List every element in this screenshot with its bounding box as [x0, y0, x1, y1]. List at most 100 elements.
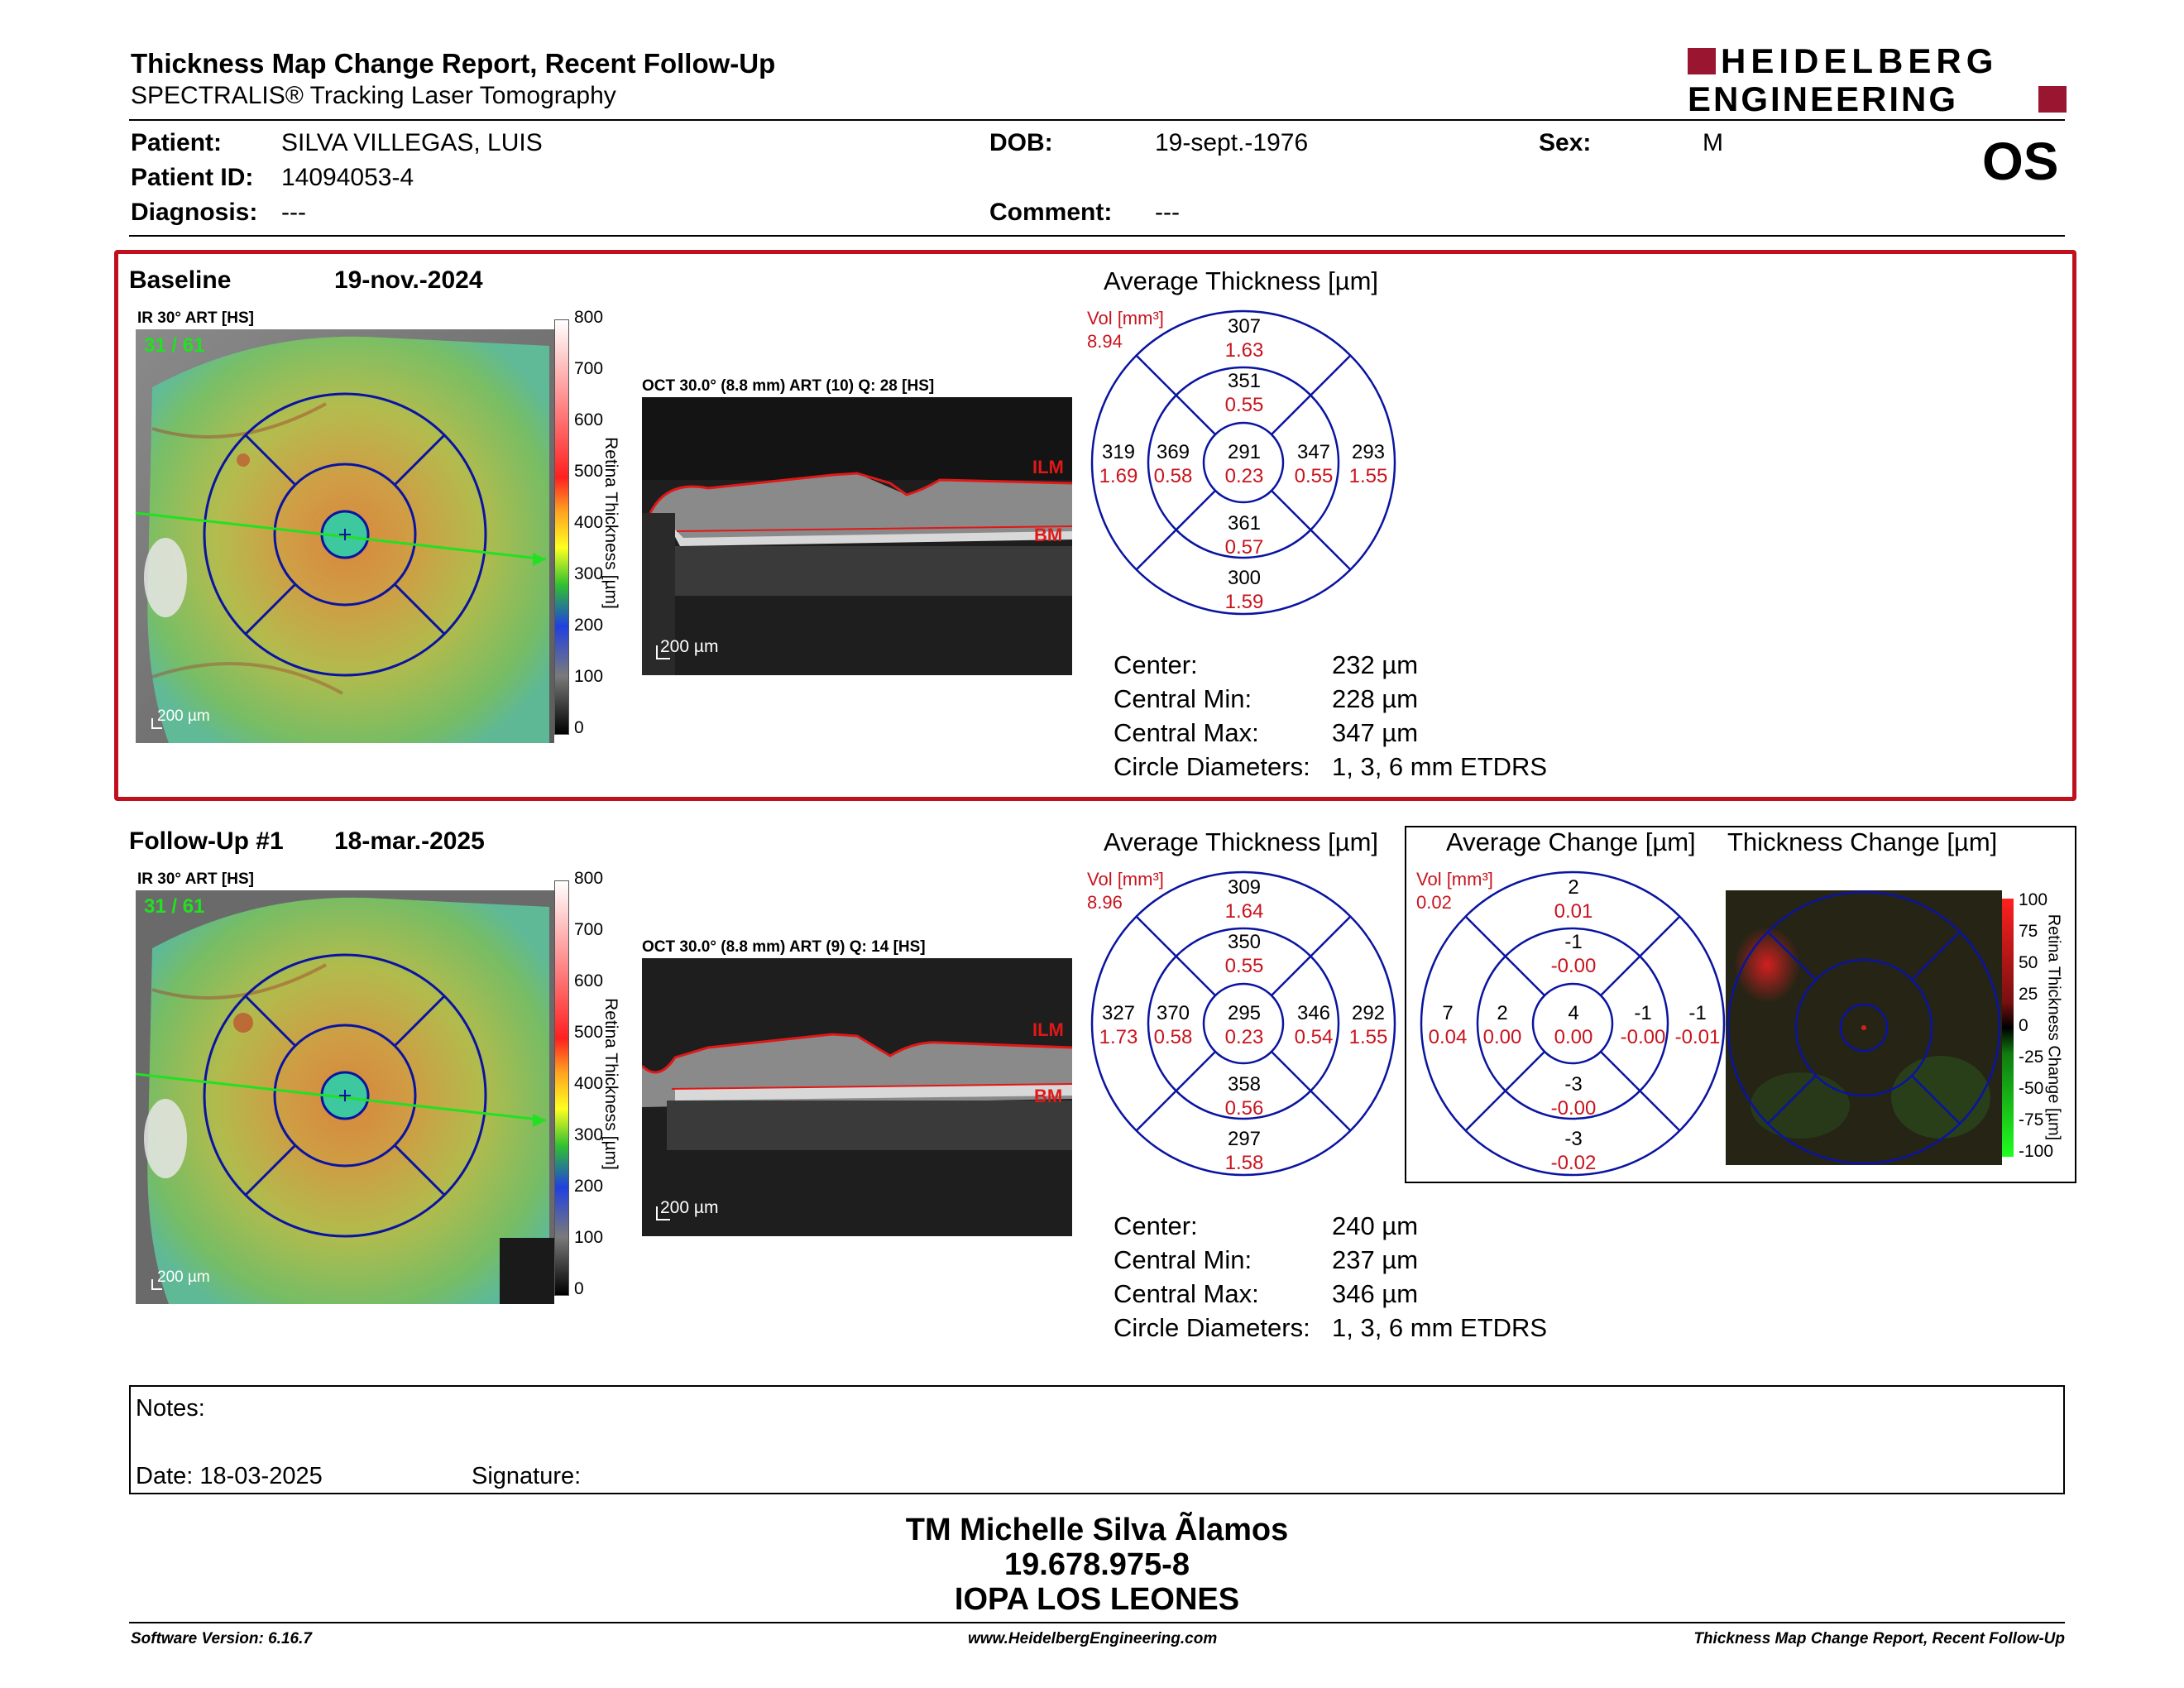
followup-stat-label: Central Min: [1114, 1245, 1252, 1274]
dob-label: DOB: [989, 129, 1053, 156]
baseline-label: Baseline [129, 266, 232, 294]
followup-stat-value: 240 µm [1332, 1211, 1419, 1240]
change-vol-label: Vol [mm³] [1416, 869, 1493, 890]
cb-tick: 100 [574, 1228, 604, 1247]
baseline-stat-value: 1, 3, 6 mm ETDRS [1332, 752, 1548, 781]
baseline-stat-label: Circle Diameters: [1114, 752, 1310, 781]
followup-stat-value: 346 µm [1332, 1279, 1419, 1308]
grid-volume: 0.57 [1224, 536, 1264, 559]
baseline-oct-scalebar: 200 µm [660, 637, 719, 656]
cb-tick: 500 [574, 462, 604, 481]
grid-volume: 0.55 [1224, 955, 1264, 977]
grid-cell-inner-temp: 370 0.58 [1145, 1001, 1201, 1049]
cb-tick: 50 [2019, 953, 2038, 972]
grid-value: -3 [1564, 1073, 1583, 1096]
grid-volume: 0.23 [1224, 465, 1264, 487]
grid-value: -1 [1564, 931, 1583, 953]
grid-cell-inner-nas: 346 0.54 [1286, 1001, 1342, 1049]
grid-volume: 1.55 [1348, 465, 1388, 487]
baseline-vol-value: 8.94 [1087, 331, 1123, 352]
grid-volume: -0.00 [1550, 955, 1597, 977]
followup-bm-label: BM [1034, 1086, 1063, 1106]
baseline-stat-value: 347 µm [1332, 718, 1419, 747]
diagnosis-value: --- [281, 199, 306, 226]
grid-cell-center: 295 0.23 [1208, 1001, 1281, 1049]
grid-cell-inner-temp: 369 0.58 [1145, 440, 1201, 488]
cb-tick: 700 [574, 359, 604, 378]
grid-cell-outer-sup: 2 0.01 [1537, 875, 1610, 923]
patient-label: Patient: [131, 129, 223, 156]
cb-tick: 800 [574, 308, 604, 327]
baseline-stat-label: Center: [1114, 650, 1198, 679]
grid-value: 307 [1227, 315, 1262, 338]
diagnosis-label: Diagnosis: [131, 199, 258, 226]
grid-value: 358 [1227, 1073, 1262, 1096]
grid-value: 293 [1351, 441, 1386, 463]
cb-tick: 400 [574, 513, 604, 532]
eye-label: OS [1982, 132, 2059, 191]
baseline-stat-value: 232 µm [1332, 650, 1419, 679]
cb-tick: 200 [574, 1177, 604, 1196]
grid-volume: 0.00 [1482, 1026, 1522, 1048]
grid-cell-inner-sup: 350 0.55 [1208, 930, 1281, 978]
grid-volume: 0.23 [1224, 1026, 1264, 1048]
notes-date: Date: 18-03-2025 [136, 1463, 323, 1489]
grid-volume: 0.55 [1224, 394, 1264, 416]
baseline-bm-label: BM [1034, 525, 1063, 545]
followup-vol-value: 8.96 [1087, 892, 1123, 913]
cb-tick: 300 [574, 1125, 604, 1144]
baseline-frame [114, 250, 2076, 801]
followup-colorbar-title: Retina Thickness [µm] [601, 998, 620, 1170]
cb-tick: 100 [574, 667, 604, 686]
baseline-stat-value: 228 µm [1332, 684, 1419, 713]
followup-etdrs-grid [1090, 870, 1396, 1181]
comment-value: --- [1155, 199, 1180, 226]
cb-tick: 100 [2019, 890, 2048, 909]
baseline-date: 19-nov.-2024 [334, 266, 483, 294]
sex-label: Sex: [1539, 129, 1592, 156]
grid-cell-inner-inf: -3 -0.00 [1537, 1072, 1610, 1120]
grid-volume: 0.00 [1554, 1026, 1593, 1048]
logo-word-2: ENGINEERING [1688, 79, 1959, 118]
change-colorbar-title: Retina Thickness Change [µm] [2044, 914, 2063, 1141]
patient-id-label: Patient ID: [131, 164, 254, 191]
cb-tick: -25 [2019, 1048, 2044, 1067]
footer-website: www.HeidelbergEngineering.com [968, 1630, 1218, 1647]
grid-value: 292 [1351, 1002, 1386, 1024]
followup-ir-overlay: 31 / 61 [144, 895, 205, 918]
baseline-oct-image [642, 397, 1073, 679]
heidelberg-logo: HEIDELBERG ENGINEERING [1688, 43, 2068, 117]
cb-tick: -50 [2019, 1079, 2044, 1098]
grid-value: 319 [1101, 441, 1136, 463]
grid-cell-outer-nas: -1 -0.01 [1669, 1001, 1726, 1049]
followup-label: Follow-Up #1 [129, 827, 284, 855]
grid-volume: 0.58 [1153, 465, 1193, 487]
change-avg-title: Average Change [µm] [1446, 827, 1696, 856]
grid-volume: 0.54 [1294, 1026, 1334, 1048]
grid-cell-outer-inf: -3 -0.02 [1537, 1127, 1610, 1175]
grid-value: 297 [1227, 1128, 1262, 1150]
baseline-vol-label: Vol [mm³] [1087, 308, 1164, 328]
cb-tick: -75 [2019, 1110, 2044, 1129]
followup-date: 18-mar.-2025 [334, 827, 485, 855]
followup-ir-scalebar: 200 µm [157, 1268, 210, 1286]
followup-stat-label: Center: [1114, 1211, 1198, 1240]
baseline-colorbar [554, 319, 569, 735]
cb-tick: 300 [574, 564, 604, 583]
grid-cell-inner-inf: 358 0.56 [1208, 1072, 1281, 1120]
followup-oct-label: OCT 30.0° (8.8 mm) ART (9) Q: 14 [HS] [642, 938, 926, 956]
signer-id: 19.678.975-8 [1004, 1547, 1190, 1582]
grid-value: 351 [1227, 370, 1262, 392]
baseline-oct-label: OCT 30.0° (8.8 mm) ART (10) Q: 28 [HS] [642, 377, 935, 395]
baseline-etdrs-grid [1090, 309, 1396, 620]
grid-value: 2 [1497, 1002, 1508, 1024]
grid-cell-inner-temp: 2 0.00 [1474, 1001, 1530, 1049]
grid-value: -1 [1688, 1002, 1707, 1024]
notes-label: Notes: [136, 1395, 205, 1422]
followup-oct-scalebar: 200 µm [660, 1198, 719, 1217]
cb-tick: 600 [574, 410, 604, 429]
grid-volume: 1.63 [1224, 339, 1264, 362]
grid-volume: 1.69 [1099, 465, 1138, 487]
report-subtitle: SPECTRALIS® Tracking Laser Tomography [131, 82, 616, 109]
patient-name: SILVA VILLEGAS, LUIS [281, 129, 543, 156]
